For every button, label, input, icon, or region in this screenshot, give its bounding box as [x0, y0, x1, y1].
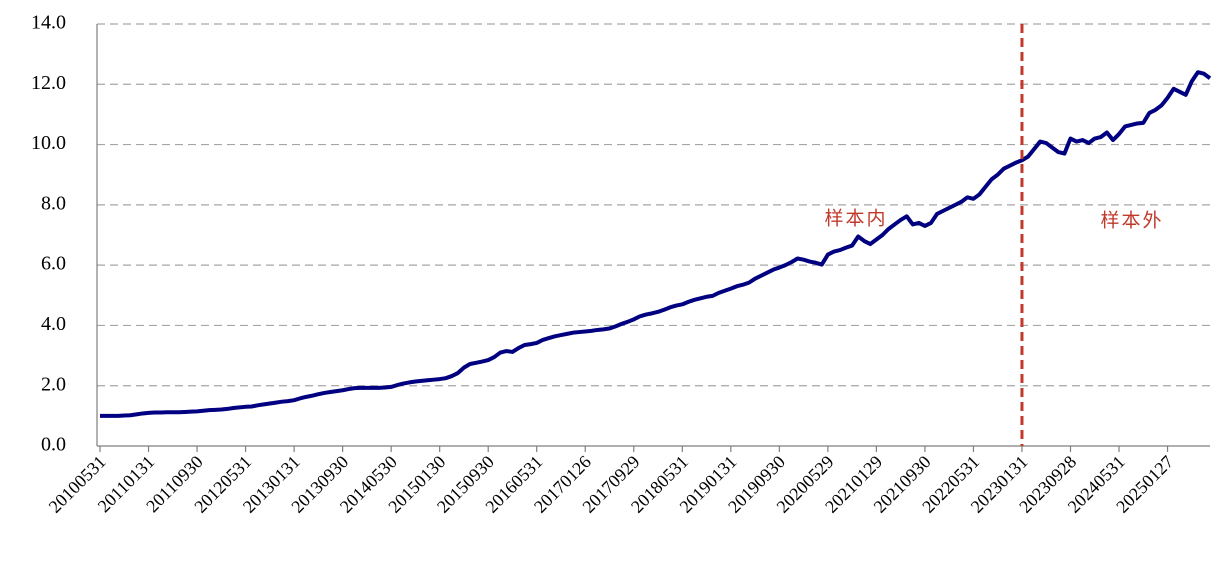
- annotation: 样本外: [1100, 209, 1163, 231]
- y-tick-label: 6.0: [41, 253, 66, 275]
- y-tick-label: 2.0: [41, 373, 66, 395]
- y-tick-label: 0.0: [41, 434, 66, 456]
- y-tick-label: 14.0: [31, 12, 66, 34]
- y-tick-label: 4.0: [41, 313, 66, 335]
- annotation: 样本内: [824, 207, 887, 229]
- y-tick-label: 8.0: [41, 192, 66, 214]
- data-line: [100, 70, 1212, 418]
- y-tick-label: 12.0: [31, 72, 66, 94]
- y-tick-label: 10.0: [31, 132, 66, 154]
